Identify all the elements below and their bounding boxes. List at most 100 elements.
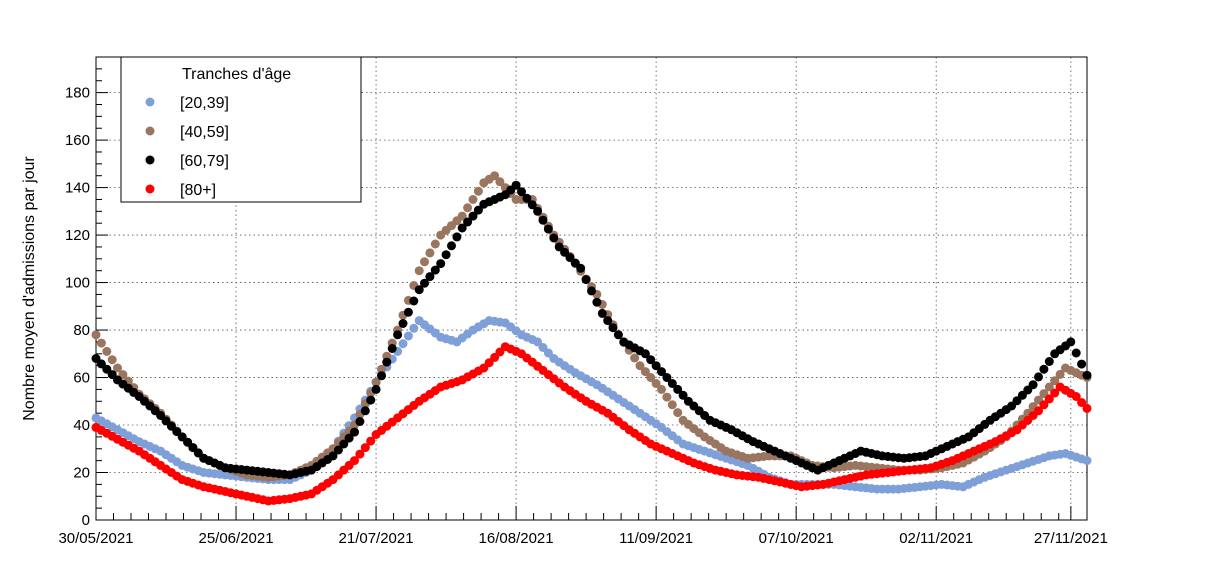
- data-point: [409, 323, 419, 333]
- data-point: [339, 439, 349, 449]
- series-3: [91, 342, 1092, 506]
- legend-entry: [80+]: [180, 182, 216, 199]
- data-point: [662, 373, 672, 382]
- data-point: [651, 361, 661, 371]
- data-point: [463, 203, 473, 213]
- y-tick-label: 160: [65, 132, 90, 149]
- data-point: [360, 406, 370, 416]
- data-point: [420, 257, 429, 267]
- y-tick-label: 100: [65, 275, 90, 292]
- series-2: [91, 180, 1092, 480]
- x-tick-label: 02/11/2021: [899, 530, 973, 547]
- data-point: [403, 307, 413, 317]
- legend-marker: [145, 155, 155, 165]
- data-point: [1034, 372, 1043, 382]
- x-tick-label: 30/05/2021: [58, 530, 133, 547]
- x-tick-label: 21/07/2021: [339, 530, 414, 547]
- data-point: [371, 377, 381, 387]
- data-point: [350, 456, 359, 466]
- series-1: [91, 171, 1092, 482]
- data-point: [91, 330, 101, 340]
- data-point: [1044, 382, 1054, 392]
- data-point: [113, 363, 122, 373]
- data-point: [667, 379, 677, 388]
- data-point: [667, 400, 677, 410]
- data-point: [377, 364, 386, 374]
- data-points: [91, 171, 1092, 506]
- data-point: [527, 200, 537, 210]
- y-tick-label: 120: [65, 227, 90, 244]
- data-point: [457, 211, 467, 221]
- data-point: [377, 371, 386, 381]
- data-point: [1050, 376, 1060, 386]
- data-point: [1077, 359, 1087, 369]
- data-point: [1071, 392, 1081, 401]
- data-point: [393, 330, 403, 340]
- data-point: [344, 433, 354, 443]
- data-point: [673, 408, 683, 418]
- data-point: [414, 266, 424, 276]
- data-point: [1044, 394, 1054, 404]
- y-axis-title: Nombre moyen d'admissions par jour: [21, 156, 38, 421]
- data-point: [463, 217, 473, 227]
- data-point: [473, 205, 483, 215]
- data-point: [538, 343, 548, 352]
- data-point: [495, 177, 505, 187]
- data-point: [657, 384, 666, 394]
- data-point: [430, 265, 440, 275]
- data-point: [1028, 380, 1038, 390]
- data-point: [490, 171, 500, 181]
- data-point: [538, 215, 548, 225]
- data-point: [581, 275, 591, 285]
- legend-marker: [145, 97, 155, 107]
- data-point: [646, 355, 656, 365]
- x-tick-label: 27/11/2021: [1034, 530, 1108, 547]
- data-point: [1082, 403, 1092, 413]
- data-point: [543, 224, 553, 234]
- data-point: [328, 451, 338, 461]
- data-point: [673, 384, 683, 394]
- data-point: [473, 186, 483, 196]
- legend-title: Tranches d'âge: [182, 66, 291, 83]
- data-point: [678, 390, 688, 400]
- data-point: [425, 272, 435, 282]
- data-point: [646, 373, 656, 382]
- data-point: [651, 379, 661, 388]
- y-tick-label: 20: [73, 465, 90, 482]
- data-point: [441, 250, 451, 260]
- data-point: [597, 308, 607, 318]
- data-point: [425, 248, 435, 258]
- data-point: [576, 263, 586, 273]
- data-point: [608, 323, 618, 333]
- data-point: [533, 337, 543, 347]
- data-point: [420, 278, 429, 288]
- data-point: [430, 239, 440, 249]
- data-point: [398, 319, 408, 328]
- legend-box: [120, 56, 362, 203]
- x-tick-label: 16/08/2021: [479, 530, 554, 547]
- data-point: [592, 297, 602, 307]
- data-point: [1050, 388, 1060, 398]
- data-point: [511, 180, 521, 190]
- data-point: [355, 449, 365, 459]
- data-point: [543, 348, 553, 358]
- data-point: [662, 392, 672, 402]
- data-point: [107, 355, 117, 365]
- legend-entry: [20,39]: [180, 95, 229, 112]
- data-point: [1034, 406, 1043, 416]
- y-tick-label: 0: [82, 512, 90, 529]
- data-point: [1055, 369, 1065, 379]
- data-point: [1071, 348, 1081, 358]
- data-point: [366, 436, 376, 446]
- data-point: [398, 339, 408, 349]
- y-tick-label: 40: [73, 417, 90, 434]
- y-tick-label: 140: [65, 180, 90, 197]
- y-tick-label: 80: [73, 322, 90, 339]
- x-tick-label: 11/09/2021: [619, 530, 693, 547]
- data-point: [522, 193, 532, 203]
- data-point: [333, 445, 343, 455]
- data-point: [355, 417, 365, 426]
- legend-marker: [145, 126, 155, 136]
- data-point: [587, 286, 596, 296]
